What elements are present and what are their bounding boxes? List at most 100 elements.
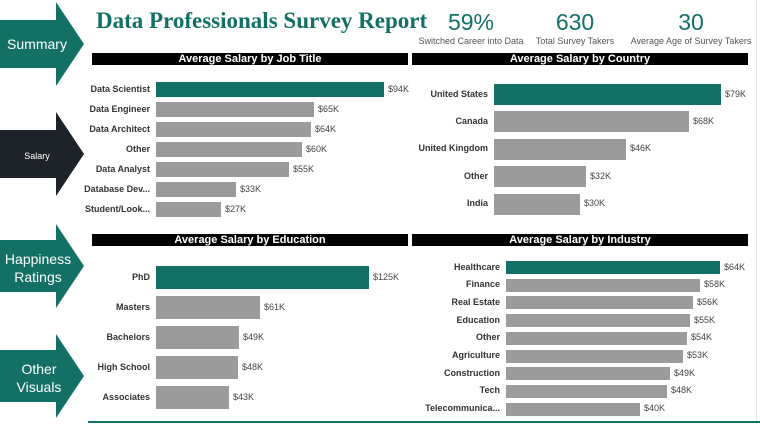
bar-category-label: Data Analyst (95, 163, 150, 174)
bar-category-label: Education (456, 314, 500, 325)
bar-value-label: $30K (584, 198, 606, 209)
bar-value-label: $68K (693, 115, 715, 126)
kpi-label: Switched Career into Data (418, 36, 524, 46)
nav-other-visuals[interactable]: Other Visuals (0, 334, 84, 418)
right-edge-divider (756, 0, 757, 424)
bar-category-label: Tech (479, 385, 500, 396)
bar[interactable] (156, 142, 302, 157)
arrow-right-icon (0, 112, 84, 196)
nav-other-visuals-label: Other Visuals (16, 361, 62, 395)
page-title: Data Professionals Survey Report (96, 8, 428, 33)
bar-category-label: United States (430, 88, 488, 99)
bar-category-label: Canada (455, 115, 488, 126)
bar[interactable] (506, 384, 667, 398)
bar-category-label: Masters (115, 301, 150, 312)
bar[interactable] (494, 166, 586, 188)
bar[interactable] (156, 266, 369, 289)
bar-category-label: Bachelors (106, 331, 150, 342)
bar[interactable] (506, 402, 640, 416)
chart-title-job-title: Average Salary by Job Title (92, 53, 408, 65)
bar-value-label: $46K (630, 143, 652, 154)
bar-category-label: India (466, 198, 488, 209)
bar-value-label: $48K (671, 385, 693, 396)
nav-happiness-ratings[interactable]: Happiness Ratings (0, 224, 84, 308)
bar[interactable] (506, 331, 687, 345)
bar[interactable] (494, 138, 626, 160)
bar-value-label: $56K (697, 296, 719, 307)
bar-value-label: $49K (674, 367, 696, 378)
bar-category-label: Other (475, 332, 500, 343)
bar-value-label: $125K (373, 271, 400, 282)
chart-title-education: Average Salary by Education (92, 234, 408, 246)
bar[interactable] (506, 349, 683, 363)
nav-salary-label: Salary (24, 151, 50, 161)
bar-value-label: $40K (644, 403, 666, 414)
bar[interactable] (156, 356, 238, 379)
bar[interactable] (156, 102, 314, 117)
bar-value-label: $61K (264, 301, 286, 312)
bar-value-label: $64K (724, 261, 746, 272)
bar-category-label: Construction (444, 367, 500, 378)
kpi-label: Average Age of Survey Takers (630, 36, 752, 46)
bar[interactable] (506, 314, 690, 328)
bar-category-label: United Kingdom (418, 143, 489, 154)
bar[interactable] (506, 296, 693, 310)
bar-value-label: $49K (243, 331, 265, 342)
bar[interactable] (156, 202, 221, 217)
bar[interactable] (506, 367, 670, 381)
bottom-accent-line (88, 421, 760, 423)
bar-value-label: $33K (240, 183, 262, 194)
kpi-value: 59% (447, 9, 495, 35)
arrow-right-icon (0, 2, 84, 86)
bar[interactable] (156, 386, 229, 409)
bar-value-label: $53K (687, 350, 709, 360)
bar-category-label: Other (125, 143, 150, 154)
bar[interactable] (156, 122, 311, 137)
arrow-right-icon (0, 334, 84, 418)
chart-title-industry: Average Salary by Industry (412, 234, 748, 246)
bar-value-label: $79K (725, 88, 747, 99)
nav-salary[interactable]: Salary (0, 112, 84, 196)
bar-category-label: Associates (102, 391, 150, 402)
kpi-switched-career: 59% Switched Career into Data (414, 8, 528, 46)
bar-category-label: Student/Look... (85, 203, 150, 214)
bar-category-label: Healthcare (453, 261, 500, 272)
bar[interactable] (494, 111, 689, 133)
bar-category-label: Database Dev... (84, 183, 150, 194)
kpi-value: 630 (555, 9, 595, 35)
bar-category-label: Real Estate (451, 296, 500, 307)
bar-value-label: $65K (318, 103, 340, 114)
bar-category-label: Agriculture (451, 350, 500, 360)
bar-category-label: Data Architect (89, 123, 150, 134)
bar[interactable] (156, 82, 384, 97)
kpi-total-survey-takers: 630 Total Survey Takers (532, 8, 618, 46)
kpi-average-age: 30 Average Age of Survey Takers (628, 8, 754, 46)
bar[interactable] (494, 84, 721, 105)
bar-category-label: Data Scientist (90, 83, 150, 94)
bar-category-label: Data Engineer (89, 103, 150, 114)
bar-value-label: $27K (225, 203, 247, 214)
bar[interactable] (506, 261, 720, 274)
nav-summary[interactable]: Summary (0, 2, 84, 86)
bar[interactable] (156, 182, 236, 197)
nav-summary-label: Summary (7, 36, 67, 52)
bar[interactable] (494, 193, 580, 215)
arrow-right-icon (0, 224, 84, 308)
bar-value-label: $43K (233, 391, 255, 402)
bar-value-label: $55K (694, 314, 716, 325)
bar-value-label: $94K (388, 83, 410, 94)
bar[interactable] (156, 296, 260, 319)
bar-value-label: $58K (704, 279, 726, 290)
bar-category-label: Finance (465, 279, 500, 290)
nav-happiness-label: Happiness Ratings (4, 251, 72, 285)
bar[interactable] (506, 278, 700, 292)
bar-category-label: High School (97, 361, 151, 372)
bar[interactable] (156, 326, 239, 349)
bar-value-label: $48K (242, 361, 264, 372)
bar-category-label: Other (463, 170, 488, 181)
bar-value-label: $64K (315, 123, 337, 134)
bar-value-label: $54K (691, 332, 713, 343)
bar[interactable] (156, 162, 289, 177)
kpi-value: 30 (678, 9, 704, 35)
bar-value-label: $32K (590, 170, 612, 181)
